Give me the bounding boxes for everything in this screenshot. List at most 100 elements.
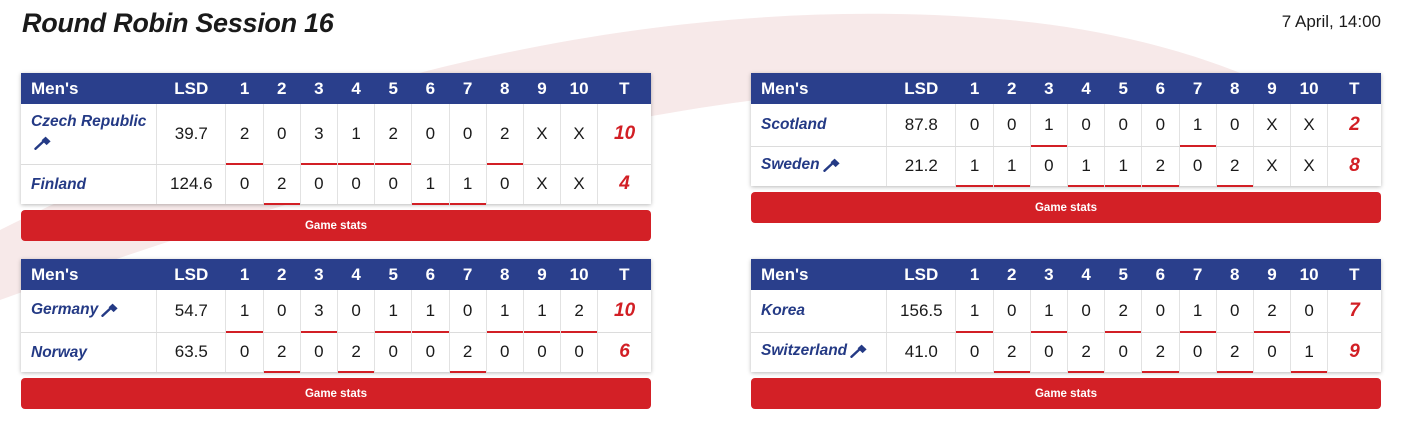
end-score: 2 — [1141, 146, 1180, 187]
header-row: Men's LSD 1 2 3 4 5 6 7 8 9 10 T — [751, 73, 1381, 104]
end-score: 0 — [1141, 104, 1179, 147]
header-end: 10 — [560, 73, 598, 104]
page-title: Round Robin Session 16 — [22, 8, 334, 38]
header-end: 3 — [300, 73, 338, 104]
header-end: 7 — [449, 73, 487, 104]
total-score: 8 — [1327, 146, 1381, 186]
end-score: 2 — [560, 290, 598, 333]
header-row: Men's LSD 1 2 3 4 5 6 7 8 9 10 T — [21, 259, 651, 290]
lsd-value: 54.7 — [156, 290, 226, 333]
header-end: 8 — [1216, 73, 1254, 104]
total-score: 2 — [1327, 104, 1381, 147]
session-date: 7 April, 14:00 — [1281, 12, 1381, 31]
end-score: 1 — [225, 290, 264, 333]
header-end: 4 — [337, 259, 375, 290]
header-end: 6 — [411, 259, 449, 290]
header-end: 2 — [263, 73, 301, 104]
end-score: 2 — [448, 332, 487, 373]
team-cell: Korea — [751, 290, 887, 333]
end-score: 0 — [374, 164, 412, 204]
total-score: 6 — [597, 332, 651, 372]
lsd-value: 21.2 — [886, 146, 956, 186]
end-score: 1 — [955, 146, 994, 187]
header-end: 4 — [1067, 73, 1105, 104]
end-score: 1 — [1178, 104, 1217, 147]
end-score: 1 — [1104, 146, 1143, 187]
team-row: Korea 156.5 1 0 1 0 2 0 1 0 2 0 7 — [751, 290, 1381, 333]
lsd-value: 63.5 — [156, 332, 226, 372]
team-row: Scotland 87.8 0 0 1 0 0 0 1 0 X X 2 — [751, 104, 1381, 147]
end-score: 2 — [1066, 332, 1105, 373]
header-category: Men's — [751, 259, 887, 290]
header-end: 1 — [225, 259, 264, 290]
end-score: 2 — [1141, 332, 1180, 373]
end-score: 1 — [411, 290, 450, 333]
hammer-icon — [822, 157, 841, 178]
team-cell: Germany — [21, 290, 157, 333]
header-row: Men's LSD 1 2 3 4 5 6 7 8 9 10 T — [21, 73, 651, 104]
header-end: 5 — [374, 73, 412, 104]
lsd-value: 124.6 — [156, 164, 226, 204]
end-score: 0 — [411, 104, 449, 165]
game-stats-button[interactable]: Game stats — [21, 210, 651, 241]
end-score: 0 — [225, 332, 264, 372]
end-score: 0 — [1141, 290, 1179, 333]
header-end: 5 — [1104, 259, 1142, 290]
end-score: 0 — [1178, 332, 1217, 372]
end-score: 0 — [1104, 332, 1142, 372]
end-score: 0 — [262, 290, 301, 333]
header-end: 2 — [993, 259, 1031, 290]
team-name: Czech Republic — [31, 113, 147, 131]
game-stats-button[interactable]: Game stats — [751, 192, 1381, 223]
end-score: 3 — [299, 290, 338, 333]
header-row: Men's LSD 1 2 3 4 5 6 7 8 9 10 T — [751, 259, 1381, 290]
end-score: X — [560, 164, 598, 204]
header-total: T — [1327, 73, 1381, 104]
header-end: 1 — [225, 73, 264, 104]
header-end: 4 — [1067, 259, 1105, 290]
header-end: 3 — [300, 259, 338, 290]
end-score: 0 — [1029, 332, 1068, 372]
end-score: 0 — [262, 104, 301, 165]
end-score: 0 — [374, 332, 412, 372]
header-end: 5 — [374, 259, 412, 290]
end-score: 0 — [448, 290, 487, 333]
scoreboard-table: Men's LSD 1 2 3 4 5 6 7 8 9 10 T Scotland 87.8 0 0 1 0 0 0 1 0… — [751, 73, 1381, 187]
end-score: 0 — [955, 332, 994, 372]
scoreboard-table: Men's LSD 1 2 3 4 5 6 7 8 9 10 T Germany 54.7 1 0 3 0 1 1 0 1 1… — [21, 259, 651, 373]
end-score: 1 — [336, 104, 375, 165]
team-name: Sweden — [761, 156, 820, 174]
team-row: Czech Republic 39.7 2 0 3 1 2 0 0 2 X X 10 — [21, 104, 651, 165]
end-score: 0 — [1215, 104, 1254, 147]
scoreboard-table: Men's LSD 1 2 3 4 5 6 7 8 9 10 T Korea 156.5 1 0 1 0 2 0 1 0 2 0… — [751, 259, 1381, 373]
end-score: 2 — [992, 332, 1031, 373]
end-score: 1 — [522, 290, 561, 333]
end-score: 0 — [1178, 146, 1217, 186]
end-score: 0 — [1252, 332, 1291, 372]
header-end: 3 — [1030, 73, 1068, 104]
header-end: 8 — [1216, 259, 1254, 290]
game-stats-button[interactable]: Game stats — [21, 378, 651, 409]
end-score: 2 — [336, 332, 375, 373]
game-stats-button[interactable]: Game stats — [751, 378, 1381, 409]
header-end: 10 — [1290, 259, 1328, 290]
header-end: 3 — [1030, 259, 1068, 290]
total-score: 7 — [1327, 290, 1381, 333]
team-name: Germany — [31, 300, 99, 318]
header-end: 6 — [1141, 259, 1179, 290]
header-end: 5 — [1104, 73, 1142, 104]
team-cell: Sweden — [751, 146, 887, 186]
header-total: T — [597, 259, 651, 290]
header-end: 9 — [523, 73, 561, 104]
end-score: 0 — [1066, 290, 1105, 333]
team-name: Norway — [31, 343, 87, 361]
end-score: 2 — [374, 104, 413, 165]
scoreboard-table: Men's LSD 1 2 3 4 5 6 7 8 9 10 T Czech Republic 39.7 2 0… — [21, 73, 651, 205]
end-score: 1 — [1290, 332, 1328, 373]
team-cell: Czech Republic — [21, 104, 157, 165]
end-score: X — [560, 104, 598, 165]
header-end: 7 — [1179, 73, 1217, 104]
end-score: 2 — [1215, 332, 1254, 373]
end-score: 0 — [225, 164, 264, 204]
header-end: 7 — [1179, 259, 1217, 290]
